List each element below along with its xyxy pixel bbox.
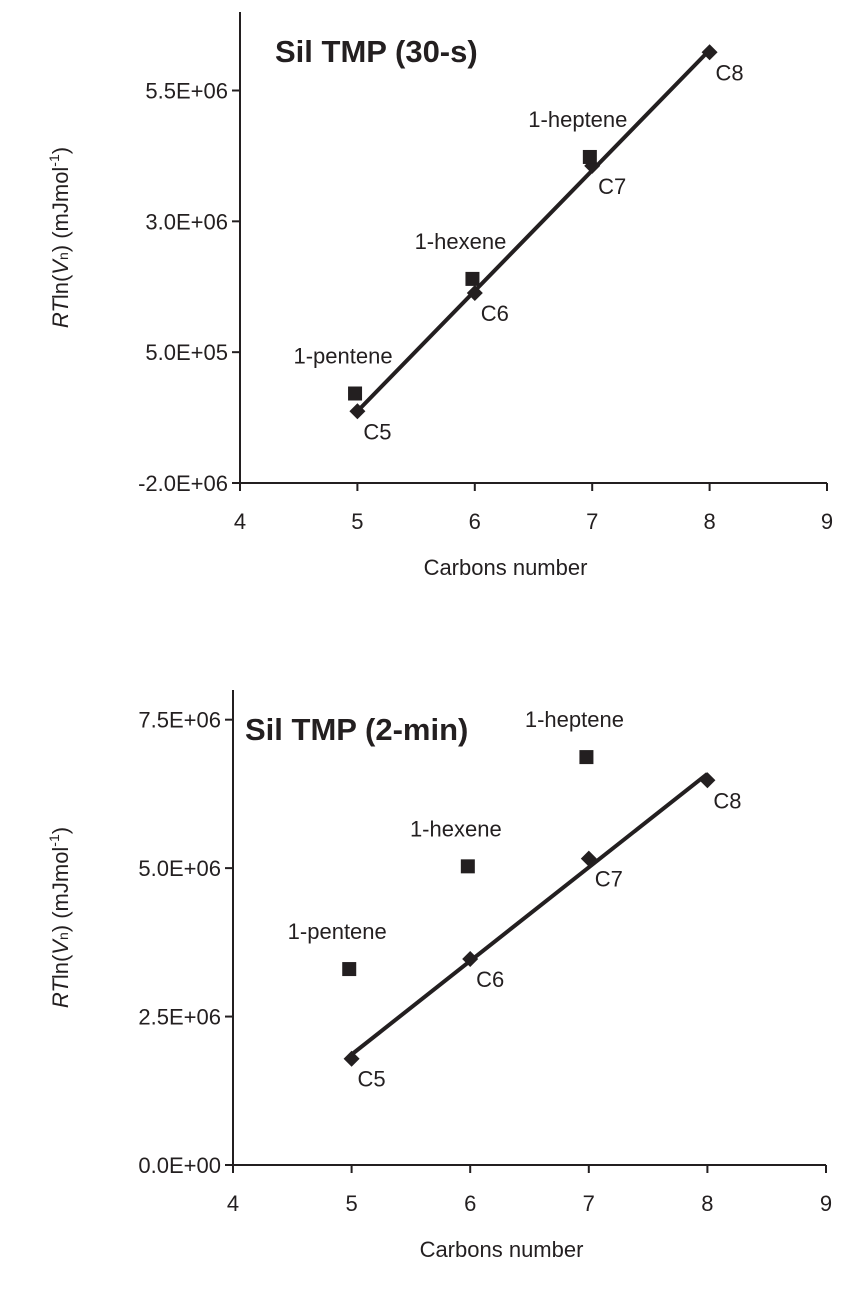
y-axis-label-part: n xyxy=(55,252,71,260)
y-axis-label-part: -1 xyxy=(46,834,62,847)
point xyxy=(462,950,479,967)
chart: -2.0E+06 5.0E+05 3.0E+06 5.5E+06 4 5 6 7 8 9 Carbo… xyxy=(46,12,833,580)
point-label: C5 xyxy=(363,419,391,444)
x-tick-label: 9 xyxy=(820,1191,832,1216)
y-tick-label: 7.5E+06 xyxy=(138,708,221,733)
point xyxy=(349,403,366,420)
x-tick-label: 6 xyxy=(464,1191,476,1216)
chart-title: Sil TMP (2-min) xyxy=(245,712,468,747)
y-tick-label: 3.0E+06 xyxy=(145,209,228,234)
point xyxy=(348,386,363,401)
y-tick-label: 2.5E+06 xyxy=(138,1005,221,1030)
y-axis-label-part: RT xyxy=(48,298,73,328)
x-axis-label: Carbons number xyxy=(420,1237,584,1262)
point-label: 1-hexene xyxy=(410,816,502,841)
point-label: C6 xyxy=(476,967,504,992)
point-label: C5 xyxy=(358,1067,386,1092)
y-axis-label-part: ) (mJmol xyxy=(48,847,73,933)
y-tick-label: -2.0E+06 xyxy=(138,471,228,496)
point xyxy=(701,44,718,61)
y-tick-label: 0.0E+00 xyxy=(138,1153,221,1178)
point-label: C8 xyxy=(716,60,744,85)
x-tick-label: 5 xyxy=(351,509,363,534)
point xyxy=(699,772,716,789)
x-tick-label: 7 xyxy=(586,509,598,534)
point xyxy=(580,850,597,867)
y-tick-label: 5.5E+06 xyxy=(145,79,228,104)
y-axis-label-part: n xyxy=(55,932,71,940)
chart-title: Sil TMP (30-s) xyxy=(275,34,478,69)
y-axis-label-part: -1 xyxy=(46,154,62,167)
y-axis-label-part: ln( xyxy=(48,954,73,979)
point xyxy=(582,149,597,164)
y-axis-label-part: ) (mJmol xyxy=(48,167,73,253)
x-tick-label: 6 xyxy=(469,509,481,534)
point xyxy=(460,859,475,874)
trendline xyxy=(355,48,712,413)
y-axis-label: RTln(Vn) (mJmol-1) xyxy=(46,827,73,1008)
point-label: C7 xyxy=(595,867,623,892)
point xyxy=(342,962,357,977)
point-label: 1-pentene xyxy=(294,344,393,369)
y-tick-label: 5.0E+06 xyxy=(138,856,221,881)
point xyxy=(579,750,594,765)
x-tick-label: 9 xyxy=(821,509,833,534)
x-tick-label: 4 xyxy=(234,509,246,534)
x-tick-label: 5 xyxy=(345,1191,357,1216)
y-axis-label-part: ) xyxy=(48,147,73,154)
point-label: 1-pentene xyxy=(288,919,387,944)
point-label: C6 xyxy=(481,301,509,326)
x-tick-label: 8 xyxy=(701,1191,713,1216)
point xyxy=(465,271,480,286)
x-tick-label: 7 xyxy=(583,1191,595,1216)
point-label: 1-hexene xyxy=(415,229,507,254)
point xyxy=(466,285,483,302)
y-axis-label-part: ) xyxy=(48,827,73,834)
y-axis-label-part: ln( xyxy=(48,274,73,299)
y-axis-label-part: V xyxy=(48,938,73,955)
point-label: 1-heptene xyxy=(528,107,627,132)
point xyxy=(343,1050,360,1067)
chart: 0.0E+00 2.5E+06 5.0E+06 7.5E+06 4 5 6 7 8 9 Carbon… xyxy=(46,690,832,1262)
y-axis-label-part: V xyxy=(48,258,73,275)
x-tick-label: 8 xyxy=(703,509,715,534)
x-tick-label: 4 xyxy=(227,1191,239,1216)
y-axis-label-part: RT xyxy=(48,978,73,1008)
trendline xyxy=(350,772,709,1057)
x-axis-label: Carbons number xyxy=(424,555,588,580)
y-tick-label: 5.0E+05 xyxy=(145,340,228,365)
y-axis-label: RTln(Vn) (mJmol-1) xyxy=(46,147,73,328)
point-label: C8 xyxy=(713,788,741,813)
point-label: C7 xyxy=(598,174,626,199)
point-label: 1-heptene xyxy=(525,707,624,732)
